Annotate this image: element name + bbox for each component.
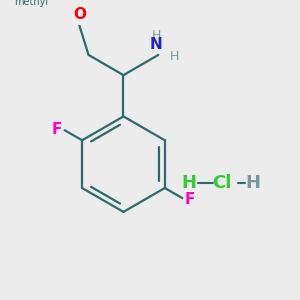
Text: H: H — [169, 50, 179, 63]
Text: methyl: methyl — [14, 0, 48, 7]
Text: H: H — [152, 29, 161, 42]
Text: Cl: Cl — [212, 173, 232, 191]
Text: F: F — [185, 191, 195, 206]
Text: O: O — [73, 7, 86, 22]
Text: H: H — [181, 173, 196, 191]
Text: H: H — [245, 173, 260, 191]
Text: F: F — [52, 122, 62, 137]
Text: N: N — [150, 37, 163, 52]
